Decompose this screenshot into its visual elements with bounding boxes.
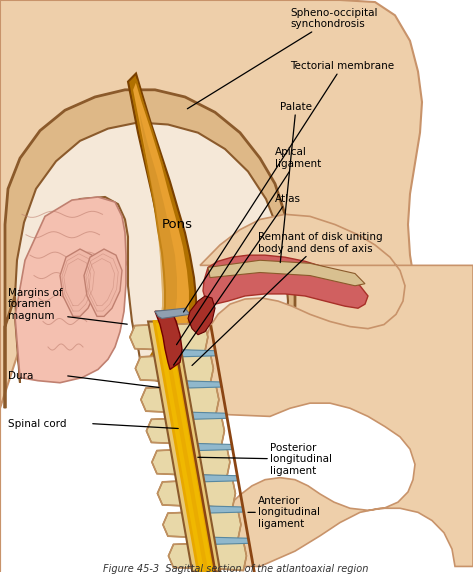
Text: Remnant of disk uniting
body and dens of axis: Remnant of disk uniting body and dens of…: [192, 232, 383, 366]
Polygon shape: [191, 412, 227, 419]
Text: Figure 45-3  Sagittal section of the atlantoaxial region: Figure 45-3 Sagittal section of the atla…: [103, 564, 368, 574]
Polygon shape: [208, 510, 241, 539]
Polygon shape: [163, 512, 192, 537]
Polygon shape: [132, 79, 190, 357]
Polygon shape: [168, 543, 197, 569]
Polygon shape: [128, 74, 196, 365]
Polygon shape: [141, 387, 170, 412]
Polygon shape: [188, 296, 215, 335]
Polygon shape: [155, 311, 182, 369]
Polygon shape: [15, 123, 288, 382]
Polygon shape: [197, 214, 473, 566]
Polygon shape: [180, 354, 213, 383]
Polygon shape: [15, 197, 126, 382]
Polygon shape: [180, 350, 216, 357]
Text: Pons: Pons: [162, 218, 193, 231]
Polygon shape: [208, 260, 365, 286]
Polygon shape: [154, 321, 214, 571]
Text: Dura: Dura: [8, 370, 34, 381]
Polygon shape: [203, 255, 368, 308]
Text: Posterior
longitudinal
ligament: Posterior longitudinal ligament: [198, 443, 332, 476]
Polygon shape: [155, 308, 190, 319]
Polygon shape: [135, 356, 165, 381]
Text: Anterior
longitudinal
ligament: Anterior longitudinal ligament: [248, 496, 320, 529]
Polygon shape: [213, 541, 246, 570]
Text: Tectorial membrane: Tectorial membrane: [184, 61, 394, 312]
Polygon shape: [197, 448, 230, 477]
Polygon shape: [186, 385, 219, 414]
Text: Palate: Palate: [280, 102, 312, 263]
Text: Margins of
foramen
magnum: Margins of foramen magnum: [8, 287, 62, 321]
Text: Spheno-occipital
synchondrosis: Spheno-occipital synchondrosis: [187, 7, 377, 109]
Polygon shape: [207, 506, 243, 513]
Polygon shape: [201, 475, 237, 482]
Polygon shape: [148, 321, 220, 571]
Polygon shape: [163, 324, 178, 335]
Polygon shape: [5, 90, 295, 408]
Polygon shape: [158, 481, 186, 506]
Polygon shape: [213, 537, 249, 544]
Polygon shape: [147, 418, 175, 444]
Polygon shape: [84, 249, 122, 316]
Polygon shape: [192, 416, 224, 445]
Polygon shape: [60, 249, 98, 316]
Polygon shape: [152, 450, 181, 475]
Text: Atlas: Atlas: [174, 194, 301, 365]
Polygon shape: [196, 444, 232, 450]
Polygon shape: [185, 381, 221, 388]
Polygon shape: [0, 0, 422, 571]
Polygon shape: [202, 479, 236, 508]
Text: Spinal cord: Spinal cord: [8, 419, 67, 429]
Text: Apical
ligament: Apical ligament: [176, 147, 321, 344]
Polygon shape: [140, 114, 177, 320]
Polygon shape: [175, 323, 208, 352]
Polygon shape: [130, 324, 159, 350]
